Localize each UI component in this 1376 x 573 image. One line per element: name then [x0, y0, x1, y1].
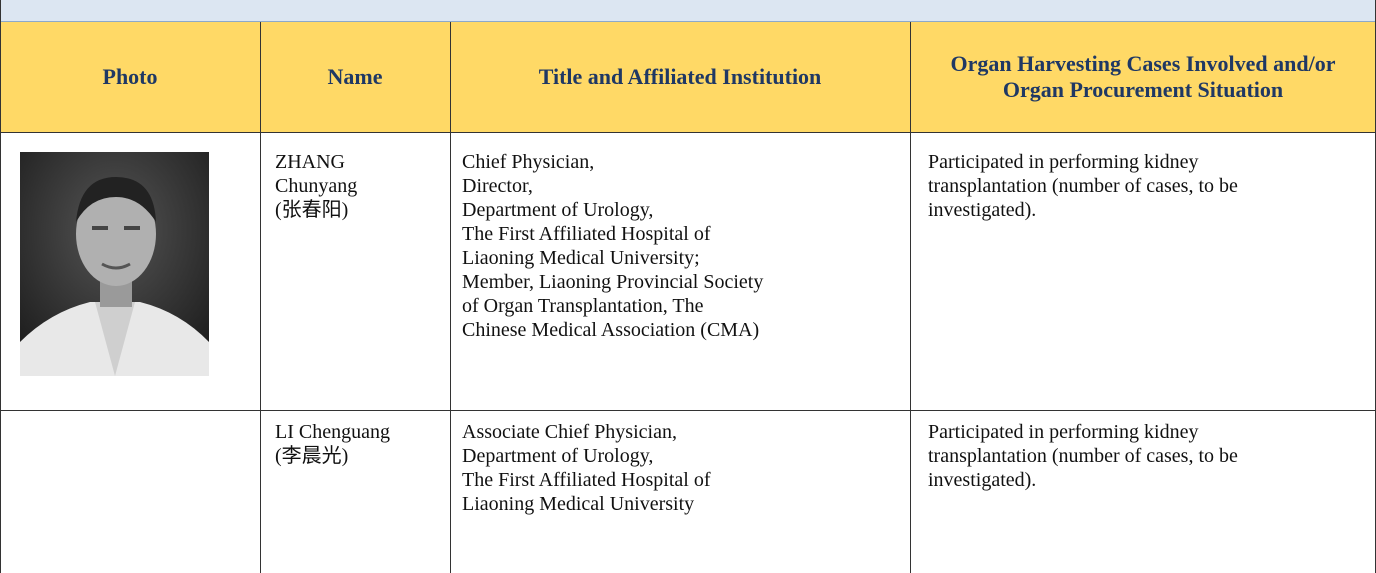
header-cell: Photo [102, 64, 158, 89]
text-line: Participated in performing kidney [928, 151, 1199, 173]
text-line: transplantation (number of cases, to be [928, 445, 1238, 467]
text-line: of Organ Transplantation, The [462, 295, 704, 317]
cases-cell: Participated in performing kidney transpl… [928, 420, 1238, 492]
column-line [450, 22, 451, 573]
text-line: LI Chenguang [275, 421, 390, 443]
text-line: Director, [462, 175, 533, 197]
text-line: (张春阳) [275, 199, 349, 221]
header-cell: Title and Affiliated Institution [538, 64, 822, 89]
text-line: Liaoning Medical University [462, 493, 695, 515]
text-line: (李晨光) [275, 445, 349, 467]
name-cell: LI Chenguang (李晨光) [275, 420, 390, 468]
top-band [0, 0, 1376, 22]
text-line: Member, Liaoning Provincial Society [462, 271, 764, 293]
text-line: Liaoning Medical University; [462, 247, 700, 269]
title-cell: Associate Chief Physician, Department of … [462, 420, 711, 516]
border [0, 0, 1, 573]
column-line [910, 22, 911, 573]
row-line [0, 132, 1376, 133]
text-line: Chief Physician, [462, 151, 595, 173]
text-line: The First Affiliated Hospital of [462, 469, 711, 491]
title-cell: Chief Physician, Director, Department of U… [462, 150, 763, 342]
column-line [260, 22, 261, 573]
text-line: ZHANG [275, 151, 345, 173]
text-line: Chunyang [275, 175, 358, 197]
photo [20, 152, 209, 376]
text-line: Department of Urology, [462, 199, 654, 221]
cases-cell: Participated in performing kidney transpl… [928, 150, 1238, 222]
text-line: Associate Chief Physician, [462, 421, 677, 443]
header-background [0, 22, 1376, 132]
text-line: investigated). [928, 469, 1037, 491]
name-cell: ZHANG Chunyang (张春阳) [275, 150, 357, 222]
text-line: Participated in performing kidney [928, 421, 1199, 443]
text-line: Department of Urology, [462, 445, 654, 467]
header-cell: Organ Harvesting Cases Involved and/or O… [950, 51, 1336, 102]
text-line: transplantation (number of cases, to be [928, 175, 1238, 197]
text-line: The First Affiliated Hospital of [462, 223, 711, 245]
text-line: Chinese Medical Association (CMA) [462, 319, 760, 341]
header-cell: Name [327, 64, 383, 89]
text-line: investigated). [928, 199, 1037, 221]
row-line [0, 410, 1376, 411]
